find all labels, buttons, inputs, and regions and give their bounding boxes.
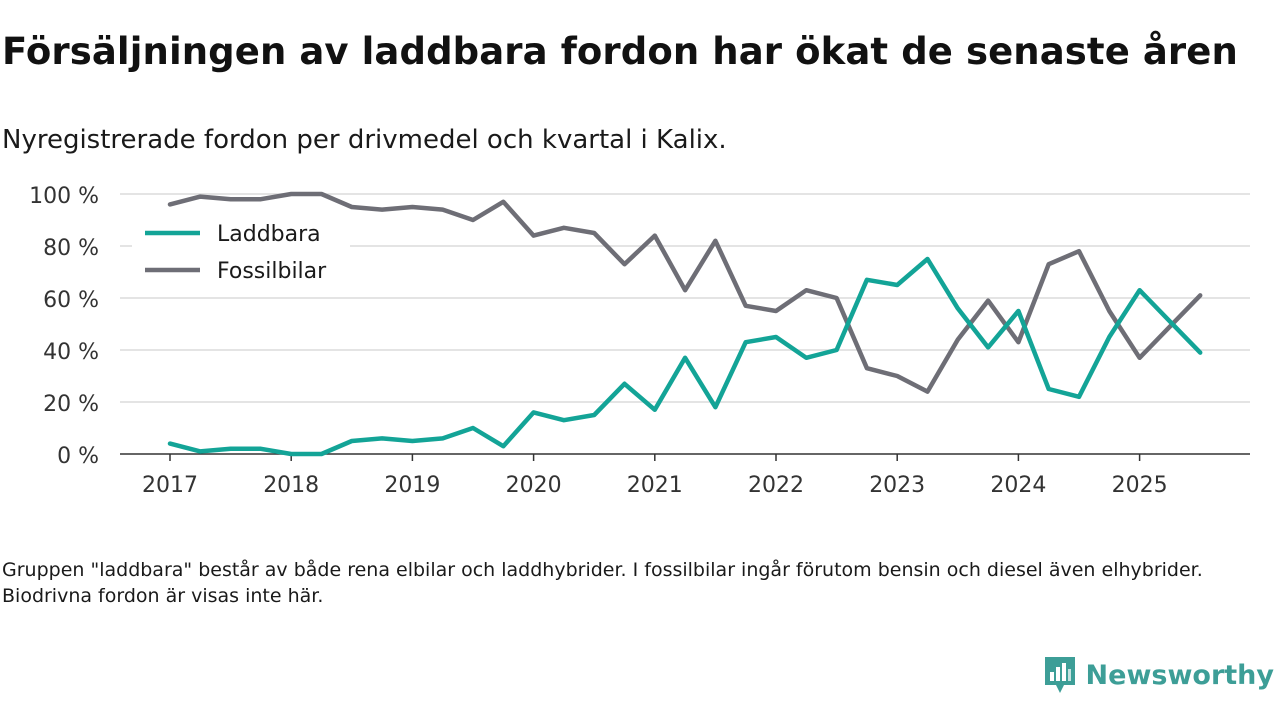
- brand-logo: Newsworthy: [1042, 655, 1274, 695]
- chart-title: Försäljningen av laddbara fordon har öka…: [2, 30, 1238, 73]
- y-tick-label: 60 %: [43, 288, 99, 313]
- y-tick-label: 20 %: [43, 392, 99, 417]
- y-tick-label: 40 %: [43, 340, 99, 365]
- brand-name: Newsworthy: [1085, 659, 1274, 691]
- x-tick-label: 2023: [869, 473, 925, 498]
- series-line-fossilbilar: [167, 191, 1203, 394]
- series-line-laddbara: [167, 256, 1203, 457]
- x-tick-label: 2017: [142, 473, 198, 498]
- series-lines: [167, 191, 1203, 457]
- y-axis-ticks: 0 % 20 % 40 % 60 % 80 % 100 %: [29, 184, 99, 469]
- y-tick-label: 0 %: [57, 444, 99, 469]
- x-tick-label: 2022: [748, 473, 804, 498]
- legend-label: Laddbara: [217, 222, 321, 247]
- x-tick-label: 2024: [990, 473, 1046, 498]
- y-tick-label: 80 %: [43, 236, 99, 261]
- chart-subtitle: Nyregistrerade fordon per drivmedel och …: [2, 125, 727, 155]
- newsworthy-logo-icon: [1044, 657, 1075, 693]
- legend: Laddbara Fossilbilar: [132, 212, 350, 290]
- x-tick-label: 2020: [506, 473, 562, 498]
- legend-background: [132, 212, 350, 290]
- x-axis-ticks: 2017 2018 2019 2020 2021 2022 2023 2024 2025: [142, 454, 1168, 498]
- x-tick-label: 2025: [1112, 473, 1168, 498]
- y-tick-label: 100 %: [29, 184, 99, 209]
- x-tick-label: 2018: [263, 473, 319, 498]
- x-tick-label: 2019: [384, 473, 440, 498]
- x-tick-label: 2021: [627, 473, 683, 498]
- footnote: Gruppen "laddbara" består av både rena e…: [2, 559, 1203, 607]
- legend-label: Fossilbilar: [217, 259, 327, 284]
